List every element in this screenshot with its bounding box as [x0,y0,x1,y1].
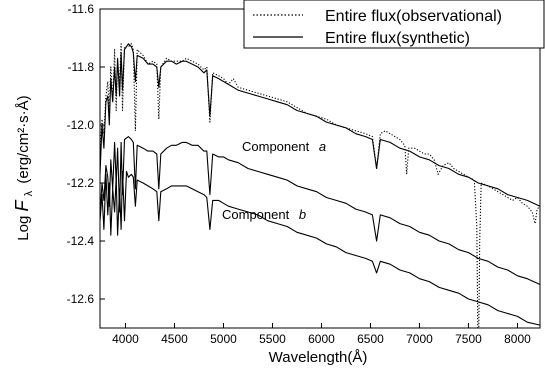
series-layer [99,43,541,329]
x-tick-label: 7000 [406,332,433,346]
y-tick-label: -12.6 [67,292,95,306]
y-axis-title-prefix: Log [15,211,32,240]
y-tick-label: -12.2 [67,176,95,190]
annotation-component-b-text: Component [222,207,290,222]
x-tick-label: 5500 [259,332,286,346]
legend: Entire flux(observational) Entire flux(s… [243,0,545,49]
x-tick-label: 8000 [504,332,531,346]
annotation-component-b-letter: b [299,207,306,222]
x-axis-title: Wavelength(Å) [269,349,368,366]
annotation-component-a-letter: a [319,139,326,154]
annotation-component-b: Component b [222,207,306,222]
legend-label-observational: Entire flux(observational) [325,8,502,25]
x-tick-label: 4500 [161,332,188,346]
series-line-entire-flux-synthetic [99,43,541,207]
x-tick-label: 6500 [357,332,384,346]
x-tick-label: 4000 [112,332,139,346]
series-line-component-b [99,170,541,326]
legend-box [243,0,545,49]
legend-label-synthetic: Entire flux(synthetic) [325,30,470,47]
y-axis-title-subscript: λ [23,190,35,196]
y-tick-label: -11.6 [68,2,95,16]
series-line-entire-flux-observational [99,43,541,329]
x-tick-label: 5000 [210,332,237,346]
annotation-component-a: Component a [242,139,326,154]
y-tick-label: -12.4 [67,234,95,248]
ticks-layer: 4000 4500 5000 5500 6000 6500 7000 7500 8000 -11.… [67,2,531,346]
x-tick-label: 6000 [308,332,335,346]
y-tick-label: -11.8 [68,60,95,74]
annotation-component-a-text: Component [242,139,310,154]
y-axis-title-symbol: F [12,199,32,211]
y-axis-title-units: (erg/cm²·s·Å) [15,95,32,183]
series-line-component-a [99,136,541,286]
y-axis-title: Log F λ (erg/cm²·s·Å) [12,95,36,240]
x-tick-label: 7500 [455,332,482,346]
plot-area-frame [99,8,541,329]
y-tick-label: -12.0 [67,118,95,132]
